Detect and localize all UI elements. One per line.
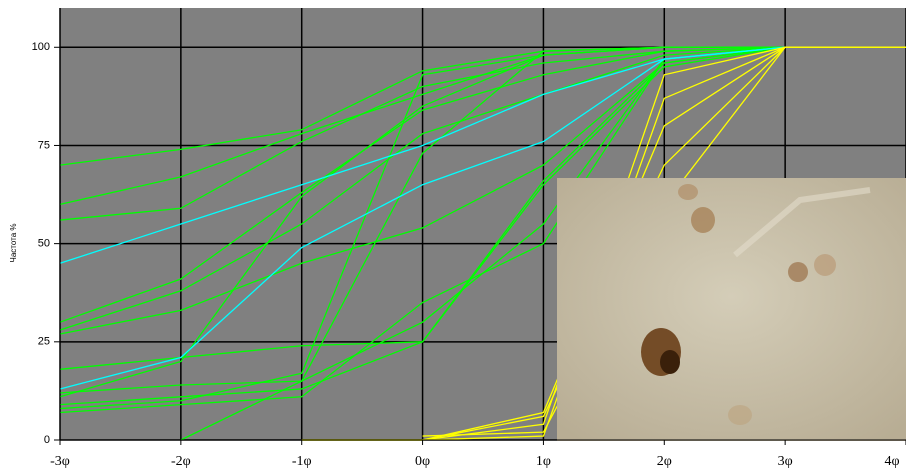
x-tick-label: 2φ	[657, 454, 672, 469]
x-tick-label: -3φ	[50, 454, 70, 469]
chart: Частота % 0 25 50 75 100 -3φ -2φ -1φ 0φ 1φ 2φ 3φ 4φ	[0, 0, 906, 473]
y-tick-label: 25	[38, 336, 50, 348]
x-tick-label: -2φ	[171, 454, 191, 469]
inset-photo	[557, 178, 906, 441]
x-tick-label: 3φ	[778, 454, 793, 469]
y-tick-label: 75	[38, 139, 50, 151]
x-tick-label: 1φ	[536, 454, 551, 469]
y-tick-label: 0	[44, 434, 50, 446]
x-tick-label: -1φ	[292, 454, 312, 469]
y-axis-label: Частота %	[9, 224, 18, 263]
x-tick-label: 0φ	[415, 454, 430, 469]
y-tick-label: 100	[32, 41, 50, 53]
y-tick-label: 50	[38, 238, 50, 250]
x-tick-label: 4φ	[884, 454, 899, 469]
